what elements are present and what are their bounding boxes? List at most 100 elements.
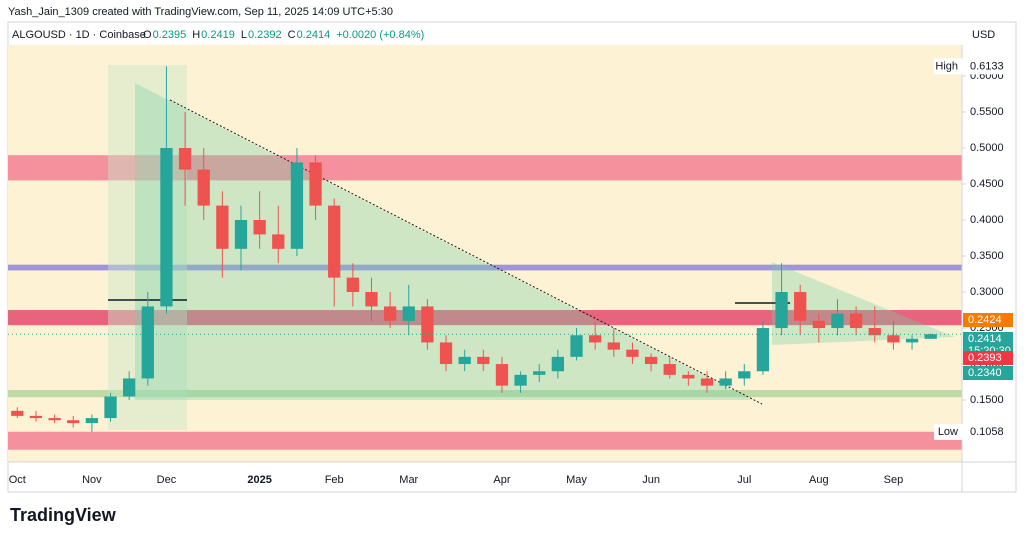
y-tick-label: 0.5500 — [970, 106, 1004, 118]
candle-body — [290, 162, 304, 249]
ohlc-value: 0.2414 — [297, 29, 331, 41]
symbol: ALGOUSD · 1D · Coinbase — [12, 29, 146, 41]
candle-body — [328, 205, 341, 278]
candle-body — [738, 371, 751, 379]
candle-body — [11, 410, 24, 416]
y-tick-label: 0.1500 — [970, 394, 1004, 406]
x-tick-label: 2025 — [247, 474, 271, 486]
candle-body — [570, 335, 583, 357]
candle-body — [309, 162, 322, 206]
candle-body — [85, 418, 99, 424]
candle-body — [607, 342, 620, 350]
price-tag-label: 0.2340 — [968, 367, 1002, 379]
price-tag — [963, 313, 1013, 327]
price-tag-label: 0.2414 — [968, 333, 1002, 345]
extreme-tag — [934, 58, 1014, 75]
candle-body — [365, 292, 378, 307]
extreme-value: 0.1058 — [970, 426, 1004, 438]
candle-body — [402, 306, 415, 321]
candle-body — [775, 292, 788, 329]
extreme-value: 0.6133 — [970, 60, 1004, 72]
change: +0.0020 (+0.84%) — [336, 29, 424, 41]
extreme-name: Low — [938, 426, 958, 438]
candle-body — [141, 306, 154, 379]
candle-body — [589, 335, 602, 343]
zone — [8, 264, 962, 271]
y-tick-label: 0.3000 — [970, 286, 1004, 298]
candle-body — [514, 374, 527, 386]
candle-body — [626, 349, 639, 357]
candle-body — [48, 418, 61, 421]
candle-body — [644, 356, 658, 365]
currency: USD — [972, 29, 995, 41]
candle-body — [160, 147, 173, 307]
candle-body — [477, 356, 490, 365]
ohlc-key: H — [192, 29, 200, 41]
price-tag-label: 0.2393 — [968, 352, 1002, 364]
x-tick-label: Jun — [642, 474, 660, 486]
ohlc-key: O — [143, 29, 152, 41]
candle-body — [831, 313, 844, 329]
y-tick-label: 0.4500 — [970, 178, 1004, 190]
candle-body — [104, 396, 117, 419]
candle-body — [868, 328, 881, 336]
candle-body — [905, 338, 919, 343]
zone — [8, 389, 962, 398]
candle-body — [849, 313, 863, 329]
price-tag-label: 0.2424 — [968, 314, 1002, 326]
ohlc-value: 0.2392 — [248, 29, 282, 41]
candle-body — [67, 420, 80, 424]
x-tick-label: Apr — [493, 474, 510, 486]
x-tick-label: Aug — [809, 474, 829, 486]
plot — [8, 155, 962, 450]
candle-body — [887, 335, 900, 343]
candle-body — [812, 320, 825, 329]
candle-body — [458, 356, 471, 365]
candle-body — [234, 220, 248, 249]
x-tick-label: Jul — [737, 474, 751, 486]
price-tag — [963, 351, 1013, 365]
triangle-pattern — [135, 83, 752, 400]
y-tick-label: 0.3500 — [970, 250, 1004, 262]
price-tag — [963, 366, 1013, 380]
candle-body — [197, 169, 210, 206]
ohlc-key: L — [241, 29, 247, 41]
candle-body — [383, 306, 397, 321]
ohlc-key: C — [288, 29, 296, 41]
candle-body — [719, 378, 732, 386]
ohlc-legend: O 0.2395 H 0.2419 L 0.2392 C 0.2414 +0.0020 (+0.… — [143, 29, 424, 41]
candle-body — [123, 378, 136, 397]
x-tick-label: Sep — [884, 474, 904, 486]
extreme-name: High — [935, 60, 958, 72]
x-tick-label: Feb — [325, 474, 344, 486]
y-tick-label: 0.5000 — [970, 142, 1004, 154]
candle-body — [421, 306, 434, 343]
logo: TradingView — [10, 505, 117, 525]
trend-line — [169, 99, 763, 405]
candle-body — [253, 220, 266, 235]
x-tick-label: May — [566, 474, 587, 486]
x-tick-label: Oct — [9, 474, 26, 486]
candle-body — [924, 334, 937, 339]
y-tick-label: 0.4000 — [970, 214, 1004, 226]
extreme-tag — [934, 423, 1014, 440]
candle-body — [551, 356, 565, 372]
candle-body — [700, 378, 714, 386]
x-tick-label: Nov — [82, 474, 102, 486]
candle-body — [794, 292, 807, 321]
candle-body — [439, 342, 453, 365]
candle-body — [346, 277, 359, 293]
candle-body — [216, 205, 229, 249]
credit: Yash_Jain_1309 created with TradingView.… — [8, 6, 393, 18]
x-tick-label: Mar — [399, 474, 418, 486]
zone — [8, 431, 962, 450]
ohlc-value: 0.2419 — [201, 29, 235, 41]
candle-body — [533, 371, 546, 375]
candle-body — [682, 374, 695, 379]
ohlc-value: 0.2395 — [153, 29, 187, 41]
candle-body — [178, 147, 192, 170]
candle-body — [756, 328, 770, 372]
zone — [8, 310, 962, 326]
